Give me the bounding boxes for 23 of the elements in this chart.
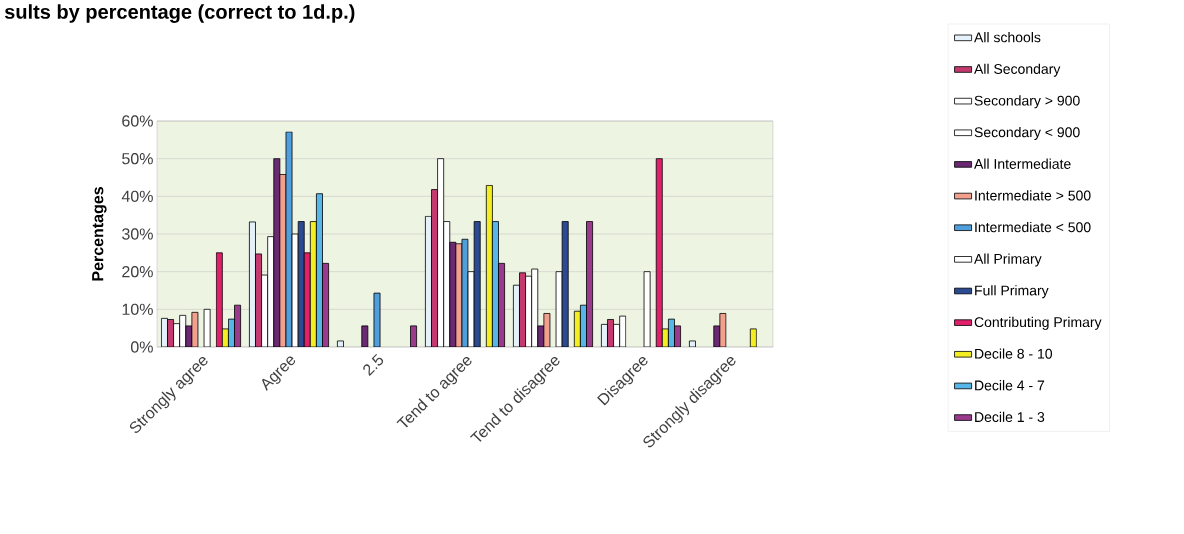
legend-label: All schools xyxy=(974,32,1041,43)
legend-label: All Intermediate xyxy=(974,158,1071,169)
legend-label: Contributing Primary xyxy=(974,316,1102,330)
legend-label: Decile 8 - 10 xyxy=(975,348,1053,359)
legend-label: Secondary > 900 xyxy=(974,95,1080,109)
y-tick-label: 30% xyxy=(122,228,153,240)
y-tick-label: 20% xyxy=(122,266,153,278)
x-tick-label: 2.5 xyxy=(363,354,384,377)
y-tick-label: 60% xyxy=(122,115,153,127)
legend-label: Intermediate < 500 xyxy=(975,221,1091,233)
legend-label: Decile 1 - 3 xyxy=(975,411,1045,423)
chart-title: sults by percentage (correct to 1d.p.) xyxy=(4,4,355,23)
legend-label: Decile 4 - 7 xyxy=(975,380,1045,391)
y-tick-label: 50% xyxy=(122,153,153,165)
y-axis-title: Percentages xyxy=(92,187,107,281)
y-tick-label: 10% xyxy=(122,303,153,315)
legend-label: Secondary < 900 xyxy=(974,126,1080,140)
legend-label: Full Primary xyxy=(975,285,1049,299)
y-tick-label: 40% xyxy=(121,190,153,202)
y-tick-label: 0% xyxy=(130,341,153,353)
legend-label: All Secondary xyxy=(974,63,1061,77)
legend-label: All Primary xyxy=(974,253,1042,267)
legend-label: Intermediate > 500 xyxy=(975,190,1091,201)
